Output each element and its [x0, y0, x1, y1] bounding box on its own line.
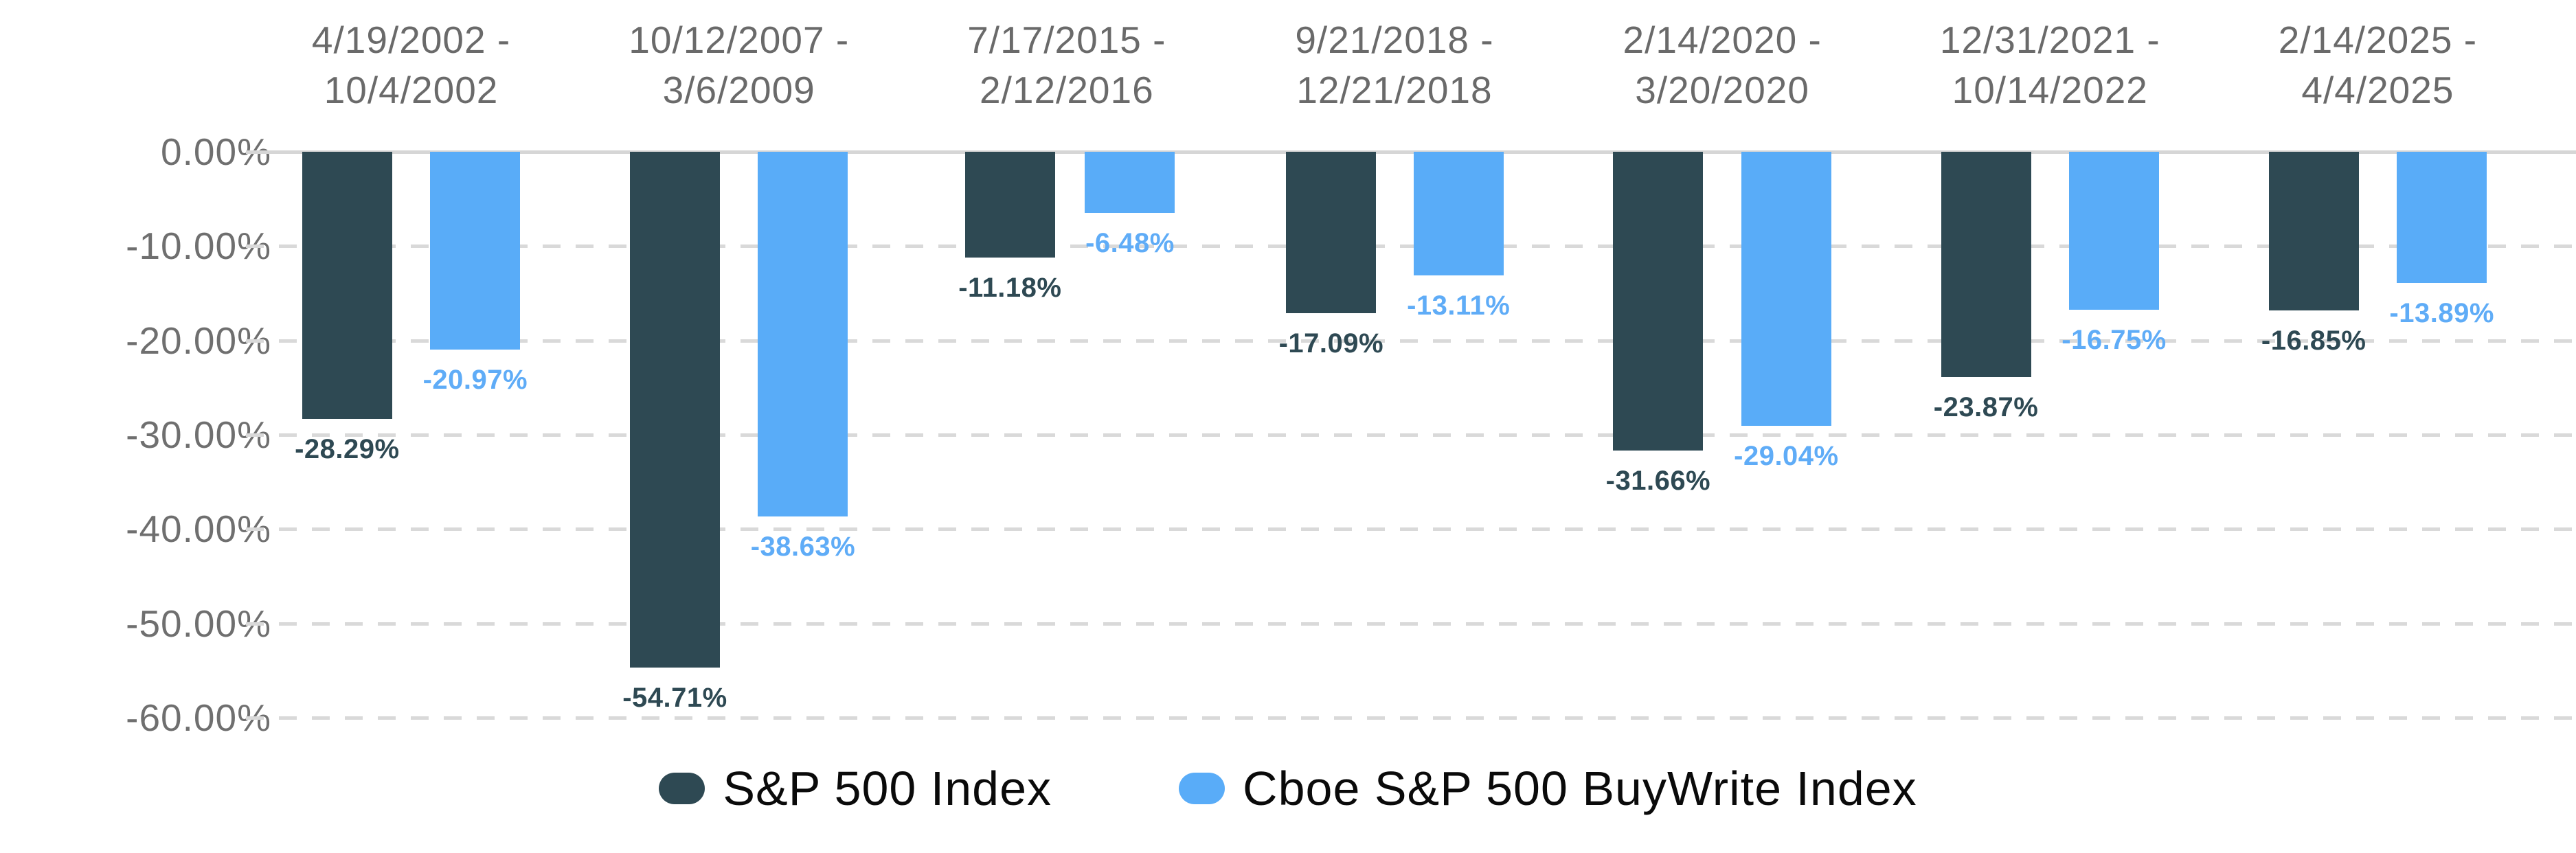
bar-group: -54.71% -38.63%	[575, 152, 903, 733]
date-range-label-line: 4/4/2025	[2301, 68, 2454, 111]
bar-group: -17.09% -13.11%	[1230, 152, 1558, 733]
date-range-label: 12/31/2021 - 10/14/2022	[1886, 15, 2214, 115]
date-range-label: 10/12/2007 - 3/6/2009	[575, 15, 903, 115]
sp500-bar-wrap: -16.85%	[2261, 152, 2366, 356]
sp500-legend-label: S&P 500 Index	[723, 762, 1052, 815]
buywrite-bar-value-label: -38.63%	[750, 532, 856, 562]
date-range-label-line: 3/6/2009	[662, 68, 815, 111]
sp500-bar-value-label: -31.66%	[1605, 466, 1711, 496]
date-range-label-line: 12/31/2021 -	[1939, 19, 2160, 61]
buywrite-bar	[1413, 152, 1504, 275]
dashed-gridline	[246, 339, 2576, 343]
sp500-bar-wrap: -31.66%	[1606, 152, 1710, 497]
bar-group: -31.66% -29.04%	[1559, 152, 1886, 733]
bar-group: -23.87% -16.75%	[1886, 152, 2214, 733]
buywrite-bar-value-label: -16.75%	[2061, 325, 2167, 355]
buywrite-bar-wrap: -29.04%	[1734, 152, 1838, 472]
sp500-bar	[629, 152, 720, 668]
date-range-label: 9/21/2018 - 12/21/2018	[1230, 15, 1558, 115]
date-range-label: 7/17/2015 - 2/12/2016	[903, 15, 1230, 115]
buywrite-legend-label: Cboe S&P 500 BuyWrite Index	[1243, 762, 1917, 815]
date-range-label-line: 2/12/2016	[980, 68, 1154, 111]
buywrite-bar	[758, 152, 848, 516]
plot-area: -28.29% -20.97% -54.71% -38.63% -11.18% -6.48…	[247, 152, 2542, 733]
buywrite-bar-value-label: -6.48%	[1085, 228, 1175, 258]
buywrite-bar-wrap: -16.75%	[2061, 152, 2166, 356]
date-range-label-line: 10/4/2002	[324, 68, 499, 111]
sp500-bar-wrap: -54.71%	[622, 152, 727, 714]
buywrite-bar-value-label: -13.11%	[1407, 291, 1511, 321]
dashed-gridline	[246, 716, 2576, 720]
date-range-label-line: 2/14/2025 -	[2278, 19, 2478, 61]
buywrite-bar	[2069, 152, 2159, 310]
sp500-bar	[302, 152, 392, 419]
buywrite-bar-wrap: -38.63%	[751, 152, 855, 562]
date-range-label: 2/14/2020 - 3/20/2020	[1559, 15, 1886, 115]
sp500-bar-value-label: -16.85%	[2261, 326, 2366, 356]
legend-item-buywrite: Cboe S&P 500 BuyWrite Index	[1179, 761, 1917, 816]
date-range-label-line: 10/12/2007 -	[629, 19, 850, 61]
bar-group: -16.85% -13.89%	[2214, 152, 2542, 733]
category-date-range-labels: 4/19/2002 - 10/4/2002 10/12/2007 - 3/6/2009…	[247, 15, 2542, 115]
sp500-bar	[1286, 152, 1377, 313]
legend: S&P 500 Index Cboe S&P 500 BuyWrite Inde…	[0, 761, 2576, 816]
sp500-bar	[1941, 152, 2031, 377]
sp500-bar-wrap: -28.29%	[295, 152, 399, 465]
sp500-bar-wrap: -11.18%	[958, 152, 1061, 304]
dashed-gridline	[246, 527, 2576, 532]
sp500-bar-value-label: -28.29%	[295, 434, 400, 464]
bar-groups: -28.29% -20.97% -54.71% -38.63% -11.18% -6.48…	[247, 152, 2542, 733]
date-range-label-line: 12/21/2018	[1296, 68, 1493, 111]
date-range-label-line: 9/21/2018 -	[1295, 19, 1494, 61]
sp500-bar-value-label: -11.18%	[958, 273, 1062, 303]
sp500-bar-value-label: -54.71%	[622, 683, 727, 713]
date-range-label-line: 3/20/2020	[1635, 68, 1809, 111]
sp500-bar-value-label: -23.87%	[1933, 392, 2039, 422]
legend-item-sp500: S&P 500 Index	[659, 761, 1052, 816]
date-range-label: 4/19/2002 - 10/4/2002	[247, 15, 575, 115]
date-range-label-line: 10/14/2022	[1952, 68, 2148, 111]
dashed-gridline	[246, 622, 2576, 626]
bar-group: -28.29% -20.97%	[247, 152, 575, 733]
buywrite-bar-wrap: -6.48%	[1085, 152, 1175, 259]
buywrite-bar	[1085, 152, 1175, 213]
buywrite-bar-value-label: -29.04%	[1734, 441, 1839, 471]
buywrite-bar	[430, 152, 521, 350]
sp500-bar-value-label: -17.09%	[1278, 328, 1384, 359]
date-range-label-line: 2/14/2020 -	[1623, 19, 1822, 61]
sp500-bar	[1613, 152, 1704, 451]
sp500-bar	[2268, 152, 2359, 310]
buywrite-bar	[1741, 152, 1831, 426]
dashed-gridline	[246, 244, 2576, 249]
date-range-label-line: 7/17/2015 -	[967, 19, 1166, 61]
buywrite-legend-marker	[1179, 773, 1225, 804]
buywrite-bar-wrap: -13.11%	[1407, 152, 1510, 321]
zero-gridline	[246, 150, 2576, 154]
buywrite-bar-wrap: -20.97%	[423, 152, 528, 396]
buywrite-bar	[2397, 152, 2487, 283]
buywrite-bar-value-label: -20.97%	[422, 365, 528, 395]
sp500-bar-wrap: -23.87%	[1934, 152, 2038, 423]
date-range-label-line: 4/19/2002 -	[311, 19, 511, 61]
buywrite-bar-value-label: -13.89%	[2389, 298, 2494, 328]
date-range-label: 2/14/2025 - 4/4/2025	[2214, 15, 2542, 115]
sp500-legend-marker	[659, 773, 705, 804]
buywrite-bar-wrap: -13.89%	[2389, 152, 2494, 329]
dashed-gridline	[246, 433, 2576, 437]
sp500-bar-wrap: -17.09%	[1279, 152, 1383, 359]
sp500-bar	[964, 152, 1055, 258]
bar-group: -11.18% -6.48%	[903, 152, 1230, 733]
